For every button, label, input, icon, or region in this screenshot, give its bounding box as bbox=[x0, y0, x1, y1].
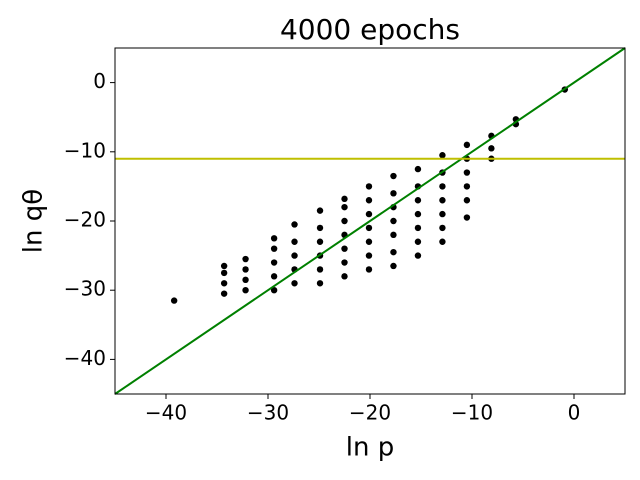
plot-frame bbox=[114, 47, 626, 395]
point bbox=[242, 276, 249, 284]
point bbox=[316, 224, 324, 232]
point bbox=[220, 269, 228, 277]
point bbox=[463, 197, 471, 204]
point bbox=[365, 266, 373, 273]
point bbox=[242, 266, 249, 273]
point bbox=[291, 252, 298, 259]
x-tick-label: 0 bbox=[568, 401, 581, 425]
point bbox=[270, 287, 278, 294]
point bbox=[439, 224, 446, 232]
point bbox=[365, 238, 373, 245]
y-axis-label: ln qθ bbox=[19, 189, 49, 253]
point bbox=[390, 248, 397, 256]
point bbox=[316, 266, 324, 273]
point bbox=[242, 255, 249, 263]
point bbox=[439, 238, 446, 245]
point bbox=[270, 245, 278, 252]
point bbox=[341, 273, 348, 280]
point bbox=[463, 214, 471, 221]
point bbox=[316, 207, 324, 214]
chart-title: 4000 epochs bbox=[280, 13, 460, 46]
point bbox=[414, 165, 422, 173]
point bbox=[414, 210, 422, 218]
point bbox=[220, 262, 228, 270]
x-tick-label: −40 bbox=[145, 401, 187, 425]
point bbox=[365, 252, 373, 259]
point bbox=[439, 183, 446, 190]
point bbox=[390, 217, 397, 225]
point bbox=[439, 210, 446, 218]
point bbox=[270, 273, 278, 280]
point bbox=[242, 287, 249, 294]
point bbox=[341, 245, 348, 252]
y-tick-label: 0 bbox=[93, 69, 106, 93]
point bbox=[220, 290, 228, 297]
point bbox=[390, 231, 397, 239]
x-tick-label: −30 bbox=[247, 401, 289, 425]
point bbox=[414, 224, 422, 232]
y-tick-label: −10 bbox=[64, 138, 106, 162]
point bbox=[270, 235, 278, 242]
y-tick-label: −30 bbox=[64, 277, 106, 301]
point bbox=[316, 280, 324, 287]
point bbox=[270, 259, 278, 266]
point bbox=[170, 297, 178, 304]
point bbox=[439, 197, 446, 204]
point bbox=[463, 141, 471, 149]
x-tick-label: −10 bbox=[451, 401, 493, 425]
point bbox=[439, 152, 446, 159]
point bbox=[341, 203, 348, 211]
point bbox=[414, 197, 422, 204]
point bbox=[390, 190, 397, 197]
point bbox=[488, 145, 495, 152]
point bbox=[341, 217, 348, 225]
point bbox=[365, 183, 373, 190]
y-tick-label: −20 bbox=[64, 208, 106, 232]
point bbox=[291, 221, 298, 228]
x-tick-label: −20 bbox=[349, 401, 391, 425]
y-tick-label: −40 bbox=[64, 346, 106, 370]
point bbox=[341, 259, 348, 266]
point bbox=[463, 169, 471, 176]
point bbox=[390, 262, 397, 270]
point bbox=[390, 172, 397, 180]
point bbox=[365, 224, 373, 232]
point bbox=[365, 210, 373, 218]
point bbox=[365, 197, 373, 204]
point bbox=[463, 183, 471, 190]
x-axis-label: ln p bbox=[346, 433, 394, 463]
point bbox=[414, 238, 422, 245]
point bbox=[341, 195, 348, 203]
point bbox=[220, 280, 228, 287]
point bbox=[291, 280, 298, 287]
reference-line bbox=[114, 47, 626, 395]
point bbox=[316, 238, 324, 245]
point bbox=[291, 238, 298, 245]
point bbox=[414, 252, 422, 259]
